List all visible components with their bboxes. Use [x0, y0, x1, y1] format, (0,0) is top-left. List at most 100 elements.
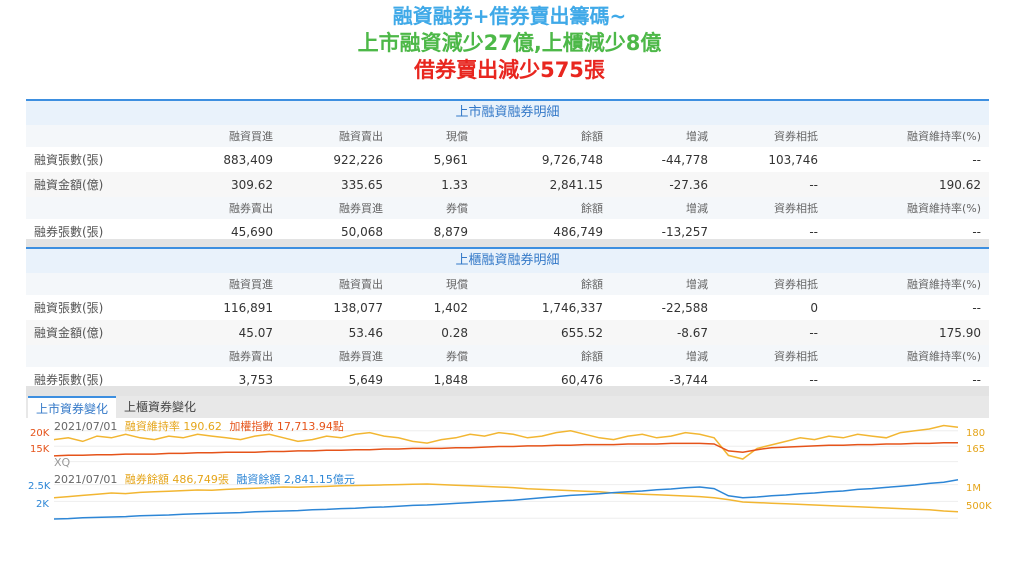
listed-margin-table: 融資買進 融資賣出 現償 餘額 增減 資券相抵 融資維持率(%) 融資張數(張)…: [26, 125, 989, 244]
headline-line1: 融資融券+借券賣出籌碼~: [392, 4, 627, 28]
table-cell: 1,402: [433, 300, 468, 315]
y-tick-right: 500K: [966, 501, 992, 512]
tab-listed-changes[interactable]: 上市資券變化: [28, 396, 117, 418]
listed-panel-title: 上市融資融券明細: [26, 99, 989, 125]
table-cell: 175.90: [826, 320, 989, 345]
column-header: 融券賣出: [166, 197, 281, 219]
section-divider: [26, 239, 989, 247]
otc-margin-panel: 上櫃融資融券明細 融資買進 融資賣出 現償 餘額 增減 資券相抵 融資維持率(%…: [26, 247, 989, 392]
column-header: 券償: [391, 197, 476, 219]
column-header: 融資維持率(%): [826, 273, 989, 295]
tab-otc-changes[interactable]: 上櫃資券變化: [124, 400, 197, 414]
column-header: 融券買進: [281, 197, 391, 219]
y-tick-left: 2K: [36, 499, 49, 510]
table-cell: 1,848: [433, 372, 468, 387]
table-cell: --: [972, 300, 981, 315]
table-row: 融券張數(張) 3,753 5,649 1,848 60,476 -3,744 …: [26, 367, 989, 392]
column-header: 融資賣出: [281, 273, 391, 295]
table-cell: 60,476: [561, 372, 603, 387]
table-cell: 45.07: [166, 320, 281, 345]
table-cell: 138,077: [333, 300, 383, 315]
table-cell: 190.62: [826, 172, 989, 197]
column-header: 增減: [611, 197, 716, 219]
otc-margin-table: 融資買進 融資賣出 現償 餘額 增減 資券相抵 融資維持率(%) 融資張數(張)…: [26, 273, 989, 392]
table-cell: --: [972, 224, 981, 239]
chart-bottom-date: 2021/07/01: [54, 473, 118, 486]
table-row: 融資張數(張) 883,409 922,226 5,961 9,726,748 …: [26, 147, 989, 172]
column-header: 融資買進: [166, 125, 281, 147]
column-header: 餘額: [476, 125, 611, 147]
table-row: 融資張數(張) 116,891 138,077 1,402 1,746,337 …: [26, 295, 989, 320]
y-tick-left: 15K: [30, 444, 50, 455]
table-row: 融券張數(張) 45,690 50,068 8,879 486,749 -13,…: [26, 219, 989, 244]
column-header: 資券相抵: [716, 273, 826, 295]
column-header: 資券相抵: [716, 197, 826, 219]
column-header: 資券相抵: [716, 345, 826, 367]
table-cell: 1,746,337: [541, 300, 603, 315]
column-header: 融券買進: [281, 345, 391, 367]
chart-bottom: 2021/07/01 融券餘額 486,749張 融資餘額 2,841.15億元…: [26, 471, 992, 526]
table-cell: 9,726,748: [541, 152, 603, 167]
column-header: 增減: [611, 273, 716, 295]
legend-taiex: 加權指數 17,713.94點: [229, 420, 344, 433]
column-header: 券償: [391, 345, 476, 367]
listed-margin-header-row: 融資買進 融資賣出 現償 餘額 增減 資券相抵 融資維持率(%): [26, 125, 989, 147]
table-cell-change: -22,588: [661, 300, 708, 315]
series-line-融資維持率: [53, 424, 959, 460]
chart-tab-bar: 上市資券變化 上櫃資券變化: [26, 396, 989, 418]
table-cell: 0.28: [391, 320, 476, 345]
column-header: 資券相抵: [716, 125, 826, 147]
listed-margin-panel: 上市融資融券明細 融資買進 融資賣出 現償 餘額 增減 資券相抵 融資維持率(%…: [26, 99, 989, 244]
listed-short-header-row: 融券賣出 融券買進 券償 餘額 增減 資券相抵 融資維持率(%): [26, 197, 989, 219]
chart-top-legend: 2021/07/01 融資維持率 190.62 加權指數 17,713.94點: [54, 418, 344, 434]
table-cell-change: -13,257: [661, 224, 708, 239]
table-cell: 50,068: [341, 224, 383, 239]
legend-short-balance: 融券餘額 486,749張: [124, 473, 229, 486]
table-cell: 922,226: [333, 152, 383, 167]
table-cell: 309.62: [166, 172, 281, 197]
table-cell: 8,879: [433, 224, 468, 239]
table-cell: 655.52: [476, 320, 611, 345]
headline-line2: 上市融資減少27億,上櫃減少8億: [357, 31, 662, 55]
legend-margin-balance: 融資餘額 2,841.15億元: [236, 473, 355, 486]
chart-bottom-legend: 2021/07/01 融券餘額 486,749張 融資餘額 2,841.15億元: [54, 471, 355, 487]
table-cell: 5,961: [433, 152, 468, 167]
otc-short-header-row: 融券賣出 融券買進 券償 餘額 增減 資券相抵 融資維持率(%): [26, 345, 989, 367]
column-header: 融資維持率(%): [826, 197, 989, 219]
column-header: 融資買進: [166, 273, 281, 295]
table-cell: 5,649: [348, 372, 383, 387]
table-cell: 45,690: [231, 224, 273, 239]
legend-maintenance-ratio: 融資維持率 190.62: [124, 420, 222, 433]
row-label: 融券張數(張): [34, 225, 104, 239]
y-tick-left: 20K: [30, 428, 50, 439]
table-cell: --: [972, 152, 981, 167]
xq-watermark: XQ: [54, 456, 71, 469]
table-cell: 2,841.15: [476, 172, 611, 197]
table-cell: --: [716, 172, 826, 197]
y-tick-right: 1M: [966, 483, 981, 494]
column-header: 增減: [611, 345, 716, 367]
table-cell: 883,409: [223, 152, 273, 167]
chart-top: 2021/07/01 融資維持率 190.62 加權指數 17,713.94點 …: [26, 418, 989, 469]
table-cell: 486,749: [553, 224, 603, 239]
table-cell: --: [716, 320, 826, 345]
row-label: 融資張數(張): [34, 301, 104, 315]
column-header: 融資賣出: [281, 125, 391, 147]
table-cell: 116,891: [223, 300, 273, 315]
table-cell: 103,746: [768, 152, 818, 167]
table-cell: --: [809, 224, 818, 239]
y-tick-right: 165: [966, 444, 986, 455]
column-header: 餘額: [476, 197, 611, 219]
headline-line3: 借券賣出減少575張: [414, 58, 605, 82]
row-label: 融券張數(張): [34, 373, 104, 387]
y-tick-right: 180: [966, 428, 986, 439]
row-label: 融資金額(億): [26, 172, 166, 197]
table-cell-change: -27.36: [611, 172, 716, 197]
table-cell: 3,753: [238, 372, 273, 387]
column-header: 融券賣出: [166, 345, 281, 367]
table-cell: 1.33: [391, 172, 476, 197]
column-header: 增減: [611, 125, 716, 147]
otc-panel-title: 上櫃融資融券明細: [26, 247, 989, 273]
chart-panel: 上市資券變化 上櫃資券變化 2021/07/01 融資維持率 190.62 加權…: [26, 396, 992, 526]
table-row: 融資金額(億) 45.07 53.46 0.28 655.52 -8.67 --…: [26, 320, 989, 345]
